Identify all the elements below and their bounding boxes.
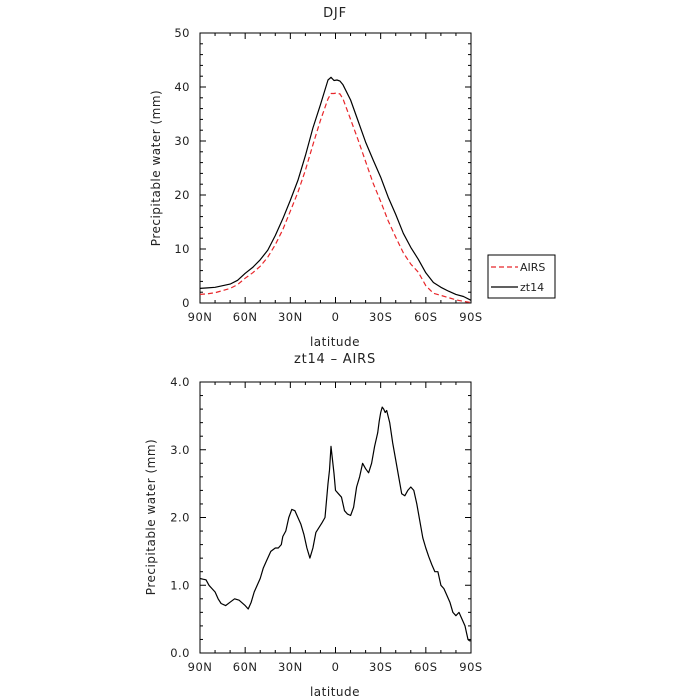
y-tick-label: 2.0 <box>170 511 190 525</box>
y-tick-labels: 0.0 1.0 2.0 3.0 4.0 <box>170 375 190 660</box>
y-tick-label: 30 <box>174 134 190 148</box>
x-tick-label: 60S <box>414 310 437 324</box>
tick-marks <box>199 32 472 304</box>
plot-frame <box>199 32 472 304</box>
series-lines <box>199 76 472 304</box>
y-tick-label: 0.0 <box>170 646 190 660</box>
y-tick-label: 3.0 <box>170 443 190 457</box>
x-axis-label: latitude <box>310 685 360 699</box>
y-tick-label: 10 <box>174 242 190 256</box>
x-tick-label: 30N <box>278 660 303 674</box>
legend: AIRS zt14 <box>487 254 556 299</box>
x-tick-label: 60N <box>233 660 258 674</box>
y-tick-label: 0 <box>182 296 190 310</box>
series-line-airs <box>199 92 472 304</box>
tick-marks <box>199 381 472 654</box>
x-axis-label: latitude <box>310 335 360 349</box>
x-tick-label: 30S <box>369 310 392 324</box>
plot-frame <box>199 381 472 654</box>
x-tick-labels: 90N 60N 30N 0 30S 60S 90S <box>188 310 483 324</box>
x-tick-label: 90N <box>188 660 213 674</box>
x-tick-label: 30S <box>369 660 392 674</box>
x-tick-label: 60S <box>414 660 437 674</box>
x-tick-label: 0 <box>332 660 340 674</box>
x-tick-label: 90N <box>188 310 213 324</box>
legend-label-airs: AIRS <box>520 261 545 274</box>
chart-title: DJF <box>323 6 347 21</box>
chart-djf: DJF 90N 60N 30N 0 30S 60S 90S 0 10 20 30 40 50 lati… <box>149 6 556 349</box>
x-tick-labels: 90N 60N 30N 0 30S 60S 90S <box>188 660 483 674</box>
x-tick-label: 0 <box>332 310 340 324</box>
x-tick-label: 30N <box>278 310 303 324</box>
series-line-zt14 <box>199 76 472 301</box>
chart-difference: zt14 – AIRS 90N 60N 30N 0 30S 60S 90S 0.0 1.0 2.… <box>144 352 483 699</box>
y-tick-label: 4.0 <box>170 375 190 389</box>
y-tick-labels: 0 10 20 30 40 50 <box>174 26 190 310</box>
legend-label-zt14: zt14 <box>520 281 544 294</box>
x-tick-label: 90S <box>459 660 482 674</box>
series-line-zt14-airs <box>199 406 471 642</box>
y-tick-label: 50 <box>174 26 190 40</box>
y-axis-label: Precipitable water (mm) <box>144 439 158 595</box>
legend-box <box>487 254 556 299</box>
x-tick-label: 60N <box>233 310 258 324</box>
y-tick-label: 40 <box>174 80 190 94</box>
plot-area <box>199 381 472 654</box>
chart-title: zt14 – AIRS <box>294 352 376 367</box>
plot-area <box>199 32 472 304</box>
x-tick-label: 90S <box>459 310 482 324</box>
series-lines <box>199 406 471 642</box>
y-axis-label: Precipitable water (mm) <box>149 90 163 246</box>
y-tick-label: 1.0 <box>170 578 190 592</box>
y-tick-label: 20 <box>174 188 190 202</box>
